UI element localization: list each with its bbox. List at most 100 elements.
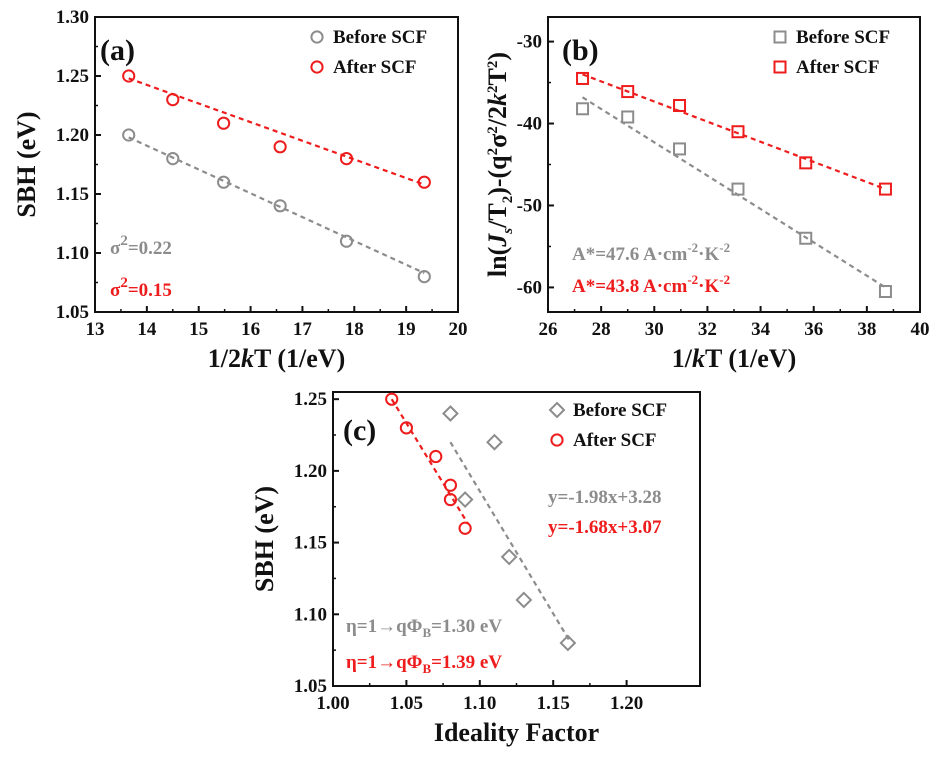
y-tick-label: 1.25 [294, 389, 327, 410]
legend-label-before: Before SCF [573, 400, 667, 421]
legend-marker-before [310, 30, 324, 44]
panel-label: (c) [343, 414, 376, 447]
y-label-sup: 2 [485, 85, 501, 93]
x-axis-label-italic: k [692, 344, 705, 373]
data-point-after [621, 85, 635, 99]
data-point-after [417, 175, 431, 189]
annotation-sup: -2 [687, 272, 698, 287]
data-point-after [458, 521, 472, 535]
annotation-after: y=-1.68x+3.07 [548, 517, 662, 538]
data-point-before [417, 270, 431, 284]
x-tick-label: 16 [241, 319, 260, 340]
annotation-after: A*=43.8 A·cm-2·K-2 [572, 272, 730, 297]
legend-label-after: After SCF [333, 57, 417, 78]
x-tick-label: 40 [911, 319, 930, 340]
data-point-after [122, 69, 136, 83]
annotation-after: η=1→qΦB=1.39 eV [346, 652, 502, 676]
fit-line-before [581, 96, 887, 289]
y-axis-label: ln(Js/T2)-(q2σ2/2k2T2) [483, 52, 516, 277]
legend-label-after: After SCF [796, 57, 880, 78]
y-tick-label: 1.20 [56, 125, 89, 146]
x-tick-label: 1.20 [610, 693, 643, 714]
x-tick-label: 18 [345, 319, 364, 340]
annotation-part: η=1→qΦ [346, 652, 423, 673]
x-tick-label: 32 [698, 319, 717, 340]
data-point-after [429, 449, 443, 464]
annotation-part: =1.39 eV [431, 652, 502, 673]
y-label-italic: k [483, 93, 512, 106]
y-tick-label: -60 [517, 277, 542, 298]
y-label-sup: 2 [485, 61, 501, 69]
data-point-after [339, 152, 354, 166]
annotation-sup: 2 [120, 233, 128, 249]
annotation-part: σ [110, 280, 121, 301]
panel-b: 26 28 30 32 34 36 38 40-60-50-40-30 (b)1/kT (1/e… [483, 16, 930, 373]
annotation-part: ·K [698, 244, 719, 265]
fit-line-before [449, 441, 572, 644]
y-tick-label: 1.15 [56, 184, 89, 205]
x-tick-label: 26 [539, 319, 558, 340]
legend-marker-after [773, 60, 787, 74]
data-point-after [673, 99, 687, 112]
annotation-sub: B [422, 661, 431, 676]
y-label-sub: s [500, 228, 516, 235]
x-axis-label: 1/kT (1/eV) [672, 344, 796, 373]
y-tick-label: 1.20 [294, 461, 327, 482]
data-point-before [500, 548, 518, 566]
annotation-part: A*=43.8 A·cm [572, 276, 687, 297]
x-tick-label: 13 [86, 319, 105, 340]
fit-line-after [582, 73, 886, 191]
x-axis-label: Ideality Factor [434, 718, 599, 747]
data-point-before [878, 285, 892, 299]
legend-label-before: Before SCF [796, 27, 890, 48]
legend-label-before: Before SCF [333, 27, 427, 48]
x-tick-label: 1.00 [316, 693, 349, 714]
y-label-sub: 2 [500, 196, 516, 204]
x-tick-label: 36 [804, 319, 823, 340]
data-point-before [673, 142, 687, 156]
fit-line-after [128, 77, 425, 186]
data-point-before [122, 128, 136, 142]
annotation-part: σ [110, 238, 121, 259]
data-point-after [273, 140, 287, 154]
annotation-sup: 2 [120, 275, 128, 291]
fit-line-after [390, 398, 469, 525]
legend-marker-before [773, 30, 787, 44]
y-label-part: σ [483, 134, 512, 148]
data-point-before [217, 175, 231, 189]
annotation-sup: -2 [687, 240, 698, 255]
annotation-part: η=1→qΦ [346, 616, 423, 637]
annotation-before: σ2=0.22 [110, 233, 172, 259]
x-tick-label: 1.10 [463, 693, 496, 714]
y-tick-label: 1.25 [56, 66, 89, 87]
data-point-after [443, 492, 458, 507]
y-label-part: /T [483, 203, 512, 229]
data-point-after [799, 156, 813, 170]
data-point-before [731, 182, 745, 196]
data-point-after [217, 116, 231, 130]
y-label-part: ) [483, 52, 512, 61]
y-tick-label: -50 [517, 195, 542, 216]
data-point-after [166, 93, 180, 107]
y-label-sup: 2 [485, 148, 501, 156]
data-point-before [559, 634, 577, 652]
x-tick-label: 38 [857, 319, 876, 340]
panel-a: 13 14 15 16 17 18 19 20 1.05 1.10 1.15 1.20 1.25 1.30… [12, 7, 468, 373]
data-point-after [385, 392, 399, 406]
annotation-before: η=1→qΦB=1.30 eV [346, 616, 502, 640]
data-point-before [621, 110, 635, 124]
data-point-before [273, 199, 287, 213]
annotation-part: =1.30 eV [431, 616, 502, 637]
data-point-before [515, 591, 533, 609]
data-point-after [878, 182, 892, 196]
y-label-part: ln( [483, 247, 512, 277]
x-axis-label-italic: k [241, 344, 254, 373]
annotation-after: σ2=0.15 [110, 275, 172, 301]
x-tick-label: 1.15 [537, 693, 570, 714]
annotation-before: A*=47.6 A·cm-2·K-2 [572, 240, 730, 265]
x-tick-label: 19 [397, 319, 416, 340]
y-label-sup: 2 [485, 126, 501, 134]
y-axis-label: SBH (eV) [250, 486, 279, 592]
data-point-before [486, 433, 503, 451]
legend-label-after: After SCF [573, 430, 657, 451]
